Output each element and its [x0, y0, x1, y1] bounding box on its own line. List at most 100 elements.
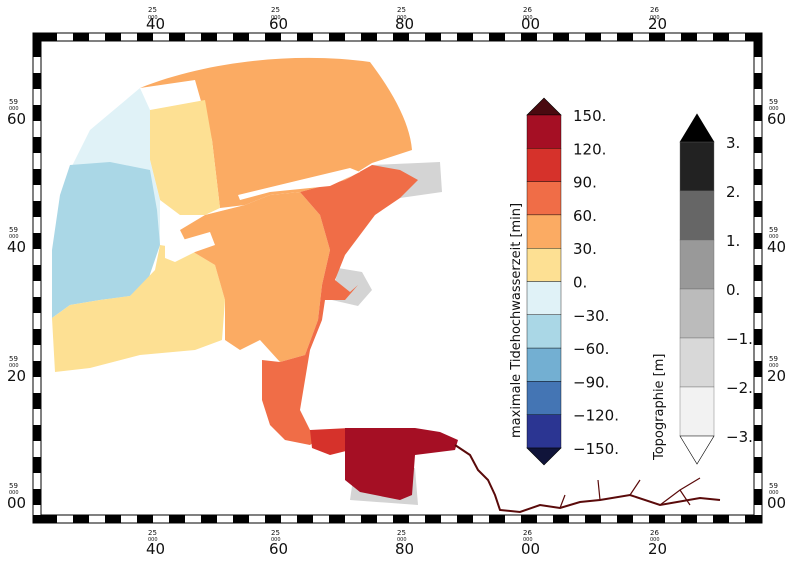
checker-segment	[33, 489, 41, 505]
checker-segment	[754, 265, 762, 281]
checker-segment	[553, 33, 569, 41]
checker-segment	[681, 515, 697, 523]
checker-corner	[33, 515, 41, 523]
svg-text:59: 59	[9, 355, 18, 363]
tick-label-bottom-40: 25 000 40	[146, 529, 165, 558]
checker-segment	[585, 515, 601, 523]
svg-text:59: 59	[769, 482, 778, 490]
checker-segment	[33, 233, 41, 249]
checker-segment	[754, 137, 762, 153]
topo-triangle-bottom	[679, 435, 715, 465]
tick-label-top-20: 26 000 20	[648, 6, 667, 33]
checker-segment	[265, 33, 281, 41]
topo-box	[679, 288, 715, 339]
svg-text:26: 26	[523, 6, 532, 14]
svg-text:000: 000	[397, 537, 407, 543]
checker-segment	[617, 515, 633, 523]
checker-segment	[617, 33, 633, 41]
svg-text:59: 59	[769, 98, 778, 106]
svg-text:000: 000	[523, 15, 533, 21]
tick-label-left-00: 59 000 00	[7, 482, 26, 512]
checker-segment	[425, 33, 441, 41]
checker-segment	[754, 425, 762, 441]
checker-segment	[41, 33, 57, 41]
checker-segment	[73, 515, 89, 523]
checker-corner	[754, 33, 762, 41]
svg-text:80: 80	[395, 540, 414, 558]
region-60-90	[262, 165, 418, 445]
checker-segment	[457, 33, 473, 41]
right-tick-labels: 59 000 60 59 000 40 59 000 20 59 000 00	[767, 98, 786, 512]
colorbar-tick-label: 120.	[573, 140, 606, 158]
checker-segment	[105, 515, 121, 523]
svg-text:60: 60	[7, 110, 26, 128]
top-tick-labels: 25 000 40 25 000 60 25 000 80 26 000 00 …	[146, 6, 667, 33]
svg-text:25: 25	[271, 6, 280, 14]
topo-tick-label: −2.	[726, 379, 753, 397]
checker-segment	[33, 297, 41, 313]
svg-text:000: 000	[769, 234, 779, 240]
checker-segment	[73, 33, 89, 41]
tick-label-bottom-00: 26 000 00	[521, 529, 540, 558]
topo-tick-label: −3.	[726, 428, 753, 446]
checker-segment	[33, 265, 41, 281]
checker-border-left	[33, 41, 41, 505]
svg-text:000: 000	[650, 15, 660, 21]
checker-segment	[33, 169, 41, 185]
svg-text:20: 20	[7, 367, 26, 385]
tick-label-right-40: 59 000 40	[767, 226, 786, 256]
tick-label-right-00: 59 000 00	[767, 482, 786, 512]
tick-label-top-80: 25 000 80	[395, 6, 414, 33]
checker-segment	[265, 515, 281, 523]
checker-segment	[201, 33, 217, 41]
checker-segment	[754, 361, 762, 377]
checker-segment	[754, 233, 762, 249]
svg-text:000: 000	[769, 106, 779, 112]
tick-label-left-60: 59 000 60	[7, 98, 26, 128]
region-30-60-central	[180, 192, 330, 362]
svg-text:59: 59	[9, 482, 18, 490]
checker-border-bottom	[41, 515, 754, 523]
svg-text:000: 000	[9, 106, 19, 112]
svg-text:00: 00	[767, 494, 786, 512]
svg-text:25: 25	[271, 529, 280, 537]
svg-text:59: 59	[769, 226, 778, 234]
checker-segment	[681, 33, 697, 41]
svg-text:26: 26	[523, 529, 532, 537]
colorbar-box	[526, 214, 562, 249]
region-90-120	[310, 428, 350, 455]
colorbar-box	[526, 148, 562, 182]
checker-segment	[33, 457, 41, 473]
checker-segment	[33, 361, 41, 377]
checker-segment	[754, 297, 762, 313]
tide-time-colorbar-title: maximale Tidehochwasserzeit [min]	[509, 203, 524, 438]
checker-segment	[521, 515, 537, 523]
model-domain	[52, 57, 721, 514]
topo-tick-label: 2.	[726, 183, 740, 201]
tick-label-bottom-20: 26 000 20	[648, 529, 667, 558]
colorbar-triangle-bottom	[526, 447, 562, 466]
svg-text:000: 000	[271, 537, 281, 543]
checker-segment	[33, 41, 41, 57]
colorbar-tick-label: −120.	[573, 407, 619, 425]
region-minus60-minus30	[52, 162, 160, 318]
svg-text:60: 60	[767, 110, 786, 128]
checker-segment	[33, 201, 41, 217]
checker-segment	[754, 201, 762, 217]
checker-segment	[137, 515, 153, 523]
checker-segment	[105, 33, 121, 41]
svg-text:000: 000	[397, 15, 407, 21]
checker-segment	[33, 73, 41, 89]
checker-segment	[713, 515, 729, 523]
topo-box	[679, 386, 715, 437]
checker-segment	[745, 33, 754, 41]
colorbar-tick-label: 90.	[573, 174, 597, 192]
checker-border-right	[754, 41, 762, 505]
checker-segment	[233, 515, 249, 523]
colorbar-box	[526, 281, 562, 315]
topography-colorbar: 3. 2. 1. 0. −1. −2. −3.	[679, 113, 753, 465]
svg-text:20: 20	[648, 540, 667, 558]
colorbar-tick-label: 30.	[573, 240, 597, 258]
